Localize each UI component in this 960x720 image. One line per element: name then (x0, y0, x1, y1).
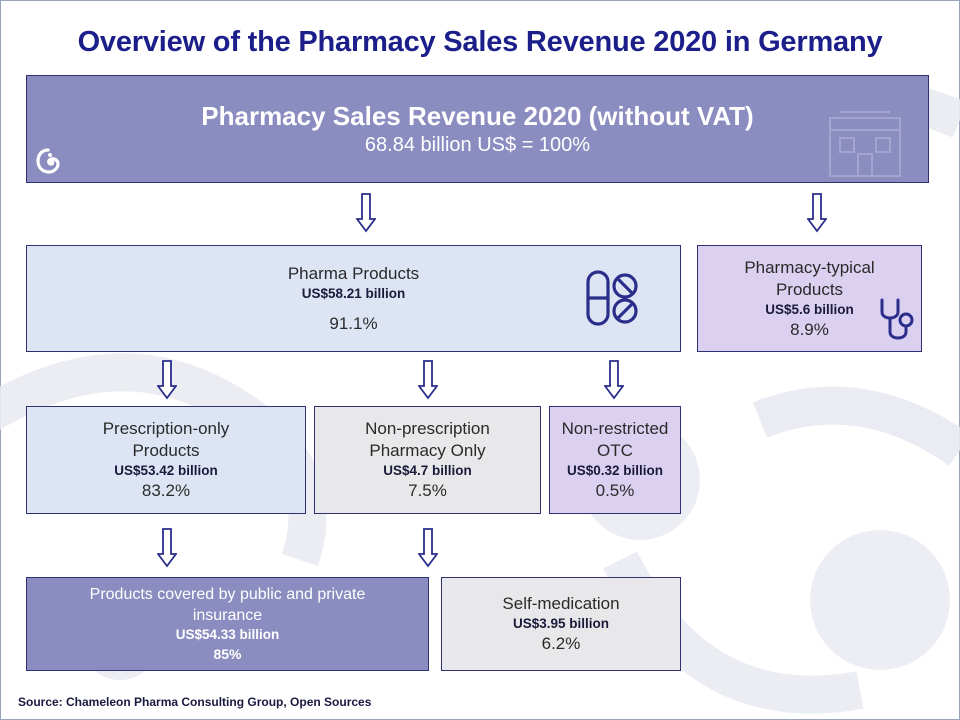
non-prescription-label: Non-prescription Pharmacy Only (365, 419, 490, 460)
non-prescription-percent: 7.5% (408, 481, 447, 500)
down-arrow-icon (418, 528, 438, 568)
self-medication-box: Self-medication US$3.95 billion 6.2% (441, 577, 681, 671)
pharmacy-typical-percent: 8.9% (790, 319, 829, 339)
non-prescription-box: Non-prescription Pharmacy Only US$4.7 bi… (314, 406, 541, 514)
total-revenue-box: Pharmacy Sales Revenue 2020 (without VAT… (26, 75, 929, 183)
self-medication-label: Self-medication (502, 594, 620, 613)
prescription-only-label: Prescription-only Products (102, 419, 230, 460)
pharma-products-box: Pharma Products US$58.21 billion 91.1% (26, 245, 681, 352)
down-arrow-icon (418, 360, 438, 400)
pharmacy-typical-label: Pharmacy-typical Products (744, 257, 875, 299)
otc-box: Non-restricted OTC US$0.32 billion 0.5% (549, 406, 681, 514)
insurance-covered-box: Products covered by public and private i… (26, 577, 429, 671)
total-revenue-value: 68.84 billion US$ = 100% (364, 134, 591, 156)
prescription-only-amount: US$53.42 billion (114, 463, 218, 478)
prescription-only-percent: 83.2% (141, 481, 191, 500)
prescription-only-box: Prescription-only Products US$53.42 bill… (26, 406, 306, 514)
insurance-covered-label: Products covered by public and private i… (89, 586, 366, 624)
pharma-products-amount: US$58.21 billion (301, 285, 406, 301)
self-medication-amount: US$3.95 billion (512, 616, 610, 631)
non-prescription-amount: US$4.7 billion (383, 463, 472, 478)
pharmacy-typical-box: Pharmacy-typical Products US$5.6 billion… (697, 245, 922, 352)
down-arrow-icon (604, 360, 624, 400)
pharma-products-label: Pharma Products (287, 263, 420, 283)
otc-amount: US$0.32 billion (566, 463, 664, 478)
stethoscope-icon (880, 298, 914, 340)
source-note: Source: Chameleon Pharma Consulting Grou… (18, 695, 372, 709)
otc-percent: 0.5% (595, 481, 635, 500)
down-arrow-icon (807, 193, 827, 233)
pharmacy-typical-amount: US$5.6 billion (765, 301, 854, 317)
otc-label: Non-restricted OTC (561, 419, 669, 460)
down-arrow-icon (157, 360, 177, 400)
pills-icon (586, 270, 638, 326)
chameleon-logo-icon (36, 148, 60, 174)
pharmacy-building-icon (829, 111, 901, 177)
self-medication-percent: 6.2% (541, 634, 581, 653)
insurance-covered-amount: US$54.33 billion (175, 627, 280, 642)
down-arrow-icon (356, 193, 376, 233)
total-revenue-label: Pharmacy Sales Revenue 2020 (without VAT… (201, 101, 754, 131)
down-arrow-icon (157, 528, 177, 568)
insurance-covered-percent: 85% (213, 646, 242, 662)
page-title: Overview of the Pharmacy Sales Revenue 2… (77, 26, 883, 58)
pharma-products-percent: 91.1% (329, 313, 378, 333)
